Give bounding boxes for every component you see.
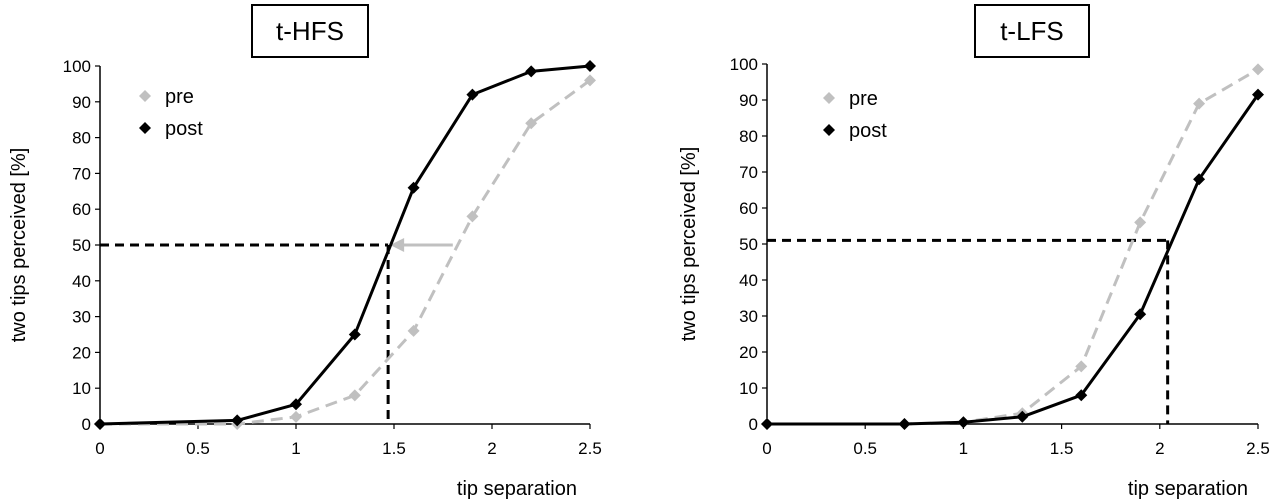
- data-point-pre: [407, 324, 420, 337]
- data-point-pre: [584, 74, 596, 87]
- y-tick-label: 10: [72, 379, 91, 398]
- chart-title-box: [974, 4, 1090, 58]
- x-tick-label: 0: [762, 439, 771, 458]
- y-tick-label: 40: [72, 272, 91, 291]
- shift-arrow-head: [390, 238, 405, 252]
- y-tick-label: 30: [72, 308, 91, 327]
- y-tick-label: 0: [749, 415, 758, 434]
- legend-label-post: post: [849, 120, 887, 142]
- chart-title: t-LFS: [1000, 16, 1064, 46]
- data-point-pre: [525, 117, 538, 130]
- line-chart-t-hfs: t-HFS 0 10 20 30 40 50 60 70 80 90 100 0 0.5 1 1.5 2 2.5 t…: [8, 4, 602, 500]
- chart-panel-t-hfs: t-HFS 0 10 20 30 40 50 60 70 80 90 100 0 0.5 1 1.5 2 2.5 t…: [8, 4, 602, 500]
- y-tick-label: 100: [63, 57, 91, 76]
- data-point-post: [525, 65, 538, 78]
- chart-panel-t-lfs: t-LFS 0 10 20 30 40 50 60 70 80 90 100 0 0.5 1 1.5 2 2.5 t…: [643, 0, 1286, 504]
- series-line-post: [767, 93, 1260, 426]
- data-point-post: [761, 418, 773, 430]
- x-tick-label: 0.5: [186, 439, 210, 458]
- x-tick-label: 2: [487, 439, 496, 458]
- data-point-pre: [1252, 63, 1264, 76]
- y-tick-label: 50: [739, 235, 758, 254]
- data-point-post: [1252, 88, 1264, 101]
- data-point-post: [348, 328, 361, 341]
- y-axis-title: two tips perceived [%]: [8, 148, 30, 343]
- data-point-post: [466, 88, 479, 101]
- legend-marker-post: [823, 124, 835, 136]
- x-axis-title: tip separation: [1128, 478, 1248, 500]
- data-point-post: [584, 60, 596, 72]
- x-tick-label: 2: [1155, 439, 1164, 458]
- data-point-post: [1075, 389, 1088, 402]
- chart-title: t-HFS: [276, 16, 344, 46]
- y-tick-label: 40: [739, 271, 758, 290]
- y-tick-label: 30: [739, 307, 758, 326]
- series-line-post: [99, 64, 591, 426]
- legend-marker-pre: [823, 92, 835, 104]
- legend-marker-post: [139, 122, 151, 134]
- x-tick-label: 0.5: [853, 439, 877, 458]
- y-tick-label: 60: [739, 199, 758, 218]
- legend-marker-pre: [139, 90, 151, 102]
- data-point-post: [957, 416, 970, 429]
- data-point-post: [94, 418, 106, 430]
- chart-title-box: [251, 4, 369, 58]
- y-tick-label: 90: [72, 93, 91, 112]
- data-point-post: [1016, 410, 1029, 423]
- x-tick-label: 0: [95, 439, 104, 458]
- x-tick-label: 1: [291, 439, 300, 458]
- data-point-post: [1134, 308, 1147, 321]
- y-axis-title: two tips perceived [%]: [678, 147, 700, 342]
- y-tick-label: 10: [739, 379, 758, 398]
- y-tick-label: 100: [730, 55, 758, 74]
- x-tick-label: 2.5: [1246, 439, 1270, 458]
- data-point-post: [1193, 173, 1206, 186]
- y-tick-label: 60: [72, 200, 91, 219]
- data-point-pre: [1075, 360, 1088, 373]
- y-tick-label: 90: [739, 91, 758, 110]
- legend-label-post: post: [165, 118, 203, 140]
- x-tick-label: 1: [959, 439, 968, 458]
- y-tick-label: 50: [72, 236, 91, 255]
- series-line-pre: [767, 68, 1259, 426]
- x-axis-title: tip separation: [457, 478, 577, 500]
- x-tick-label: 1.5: [1050, 439, 1074, 458]
- y-tick-label: 80: [739, 127, 758, 146]
- data-point-pre: [348, 389, 361, 402]
- data-point-post: [898, 418, 911, 430]
- y-tick-label: 80: [72, 129, 91, 148]
- data-point-post: [290, 398, 302, 411]
- x-tick-label: 1.5: [382, 439, 406, 458]
- line-chart-t-lfs: t-LFS 0 10 20 30 40 50 60 70 80 90 100 0 0.5 1 1.5 2 2.5 t…: [678, 4, 1270, 500]
- x-tick-label: 2.5: [578, 439, 602, 458]
- y-tick-label: 70: [739, 163, 758, 182]
- data-point-post: [231, 414, 244, 427]
- legend-label-pre: pre: [165, 86, 194, 108]
- data-point-post: [407, 181, 420, 194]
- data-point-pre: [466, 210, 479, 223]
- y-tick-label: 20: [739, 343, 758, 362]
- y-tick-label: 0: [82, 415, 91, 434]
- data-point-pre: [1134, 216, 1147, 229]
- legend-label-pre: pre: [849, 88, 878, 110]
- data-point-pre: [1193, 97, 1206, 110]
- y-tick-label: 20: [72, 343, 91, 362]
- y-tick-label: 70: [72, 164, 91, 183]
- data-point-pre: [290, 410, 302, 423]
